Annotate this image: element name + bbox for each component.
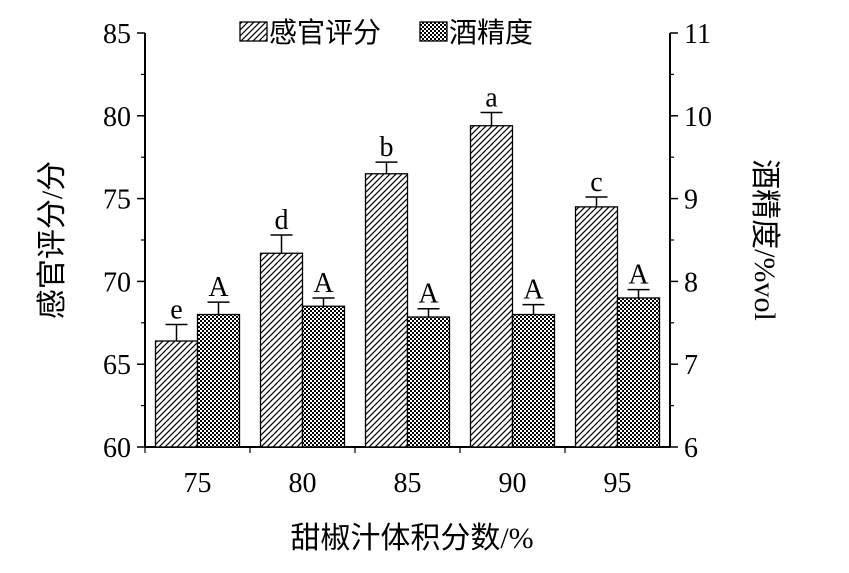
- x-tick-label: 85: [394, 468, 422, 499]
- significance-label: A: [628, 260, 649, 291]
- y2-tick-label: 8: [684, 267, 698, 298]
- y-tick-label: 60: [103, 433, 131, 464]
- significance-label: A: [418, 279, 439, 310]
- y2-tick-label: 7: [684, 350, 698, 381]
- y2-tick-label: 10: [684, 102, 712, 133]
- x-tick-label: 90: [499, 468, 527, 499]
- y2-tick-label: 11: [684, 19, 711, 50]
- bar-sensory-score: [364, 173, 409, 448]
- legend-swatch-sensory: [239, 21, 268, 42]
- significance-label: A: [208, 272, 229, 303]
- bar-sensory-score: [259, 252, 304, 448]
- x-tick-label: 95: [604, 468, 632, 499]
- bar-alcohol: [406, 316, 451, 448]
- y-tick-label: 65: [103, 350, 131, 381]
- x-tick-label: 75: [184, 468, 212, 499]
- y2-tick-label: 9: [684, 185, 698, 216]
- y-axis-label: 感官评分/分: [36, 161, 69, 319]
- bar-alcohol: [301, 305, 346, 448]
- legend: 感官评分 酒精度: [239, 17, 533, 49]
- bar-sensory-score: [469, 125, 514, 448]
- bar-alcohol: [196, 313, 241, 448]
- significance-label: e: [170, 294, 182, 325]
- x-tick-label: 80: [289, 468, 317, 499]
- y-tick-label: 85: [103, 19, 131, 50]
- bar-sensory-score: [574, 206, 619, 448]
- significance-label: b: [380, 132, 394, 163]
- legend-label-sensory: 感官评分: [269, 17, 381, 49]
- significance-label: c: [590, 167, 602, 198]
- bar-alcohol: [616, 297, 661, 448]
- y-tick-label: 70: [103, 267, 131, 298]
- y-tick-label: 75: [103, 185, 131, 216]
- y2-axis-label: 酒精度/%vol: [748, 159, 781, 321]
- significance-label: d: [275, 205, 289, 236]
- significance-label: A: [523, 275, 544, 306]
- significance-label: A: [313, 268, 334, 299]
- bar-alcohol: [511, 313, 556, 448]
- bars: [154, 111, 661, 448]
- x-axis-label: 甜椒汁体积分数/%: [290, 522, 533, 555]
- bar-sensory-score: [154, 340, 199, 448]
- legend-swatch-alcohol: [419, 21, 448, 42]
- y2-tick-label: 6: [684, 433, 698, 464]
- legend-label-alcohol: 酒精度: [449, 17, 533, 49]
- axes: 60 65 70 75 80 85 6 7 8 9 10 11 75 80 85 90 95: [103, 19, 712, 499]
- significance-label: a: [485, 82, 498, 113]
- y-tick-label: 80: [103, 102, 131, 133]
